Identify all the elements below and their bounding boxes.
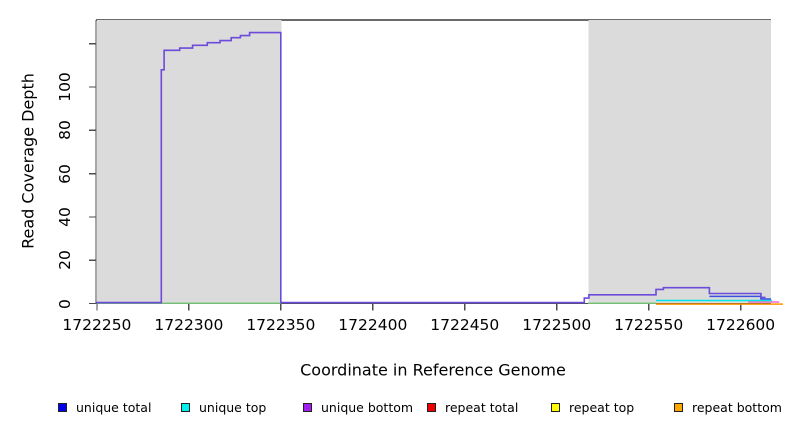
- legend-item: repeat top: [551, 399, 634, 415]
- legend-item: repeat bottom: [674, 399, 782, 415]
- series-line-unique-bottom-main-trace-: [96, 31, 766, 304]
- legend-swatch-unique-top: [181, 402, 190, 412]
- y-axis-title: Read Coverage Depth: [18, 73, 38, 249]
- legend-label: unique top: [199, 399, 267, 415]
- y-tick-label: 0: [56, 298, 74, 309]
- shaded-region: [96, 20, 282, 304]
- y-tick-label: 40: [56, 207, 74, 227]
- legend-label: repeat total: [445, 399, 519, 415]
- y-tick-label: 20: [56, 250, 74, 271]
- y-tick-label: 80: [56, 120, 74, 141]
- legend-swatch-repeat-bottom: [674, 402, 683, 412]
- legend-item: unique bottom: [303, 399, 413, 415]
- legend-swatch-unique-total: [58, 402, 67, 412]
- x-tick-label: 1722550: [614, 316, 684, 334]
- x-tick-label: 1722400: [338, 316, 408, 334]
- y-tick-label: 60: [56, 163, 74, 184]
- legend-swatch-repeat-top: [551, 402, 560, 412]
- y-tick-label: 100: [56, 72, 74, 102]
- legend-item: unique top: [181, 399, 266, 415]
- legend-label: unique bottom: [321, 399, 414, 415]
- legend-label: repeat bottom: [692, 399, 782, 415]
- legend-item: unique total: [58, 399, 151, 415]
- legend-swatch-unique-bottom: [303, 402, 312, 412]
- x-tick-label: 1722300: [154, 316, 224, 334]
- x-axis-title: Coordinate in Reference Genome: [300, 360, 566, 380]
- x-tick-label: 1722350: [246, 316, 316, 334]
- shaded-region: [588, 20, 771, 304]
- legend-label: unique total: [76, 399, 152, 415]
- legend-label: repeat top: [569, 399, 635, 415]
- x-tick-label: 1722500: [522, 316, 592, 334]
- legend-swatch-repeat-total: [427, 402, 436, 412]
- x-tick-label: 1722250: [62, 316, 132, 334]
- x-tick-label: 1722450: [430, 316, 500, 334]
- x-tick-label: 1722600: [706, 316, 776, 334]
- legend-item: repeat total: [427, 399, 518, 415]
